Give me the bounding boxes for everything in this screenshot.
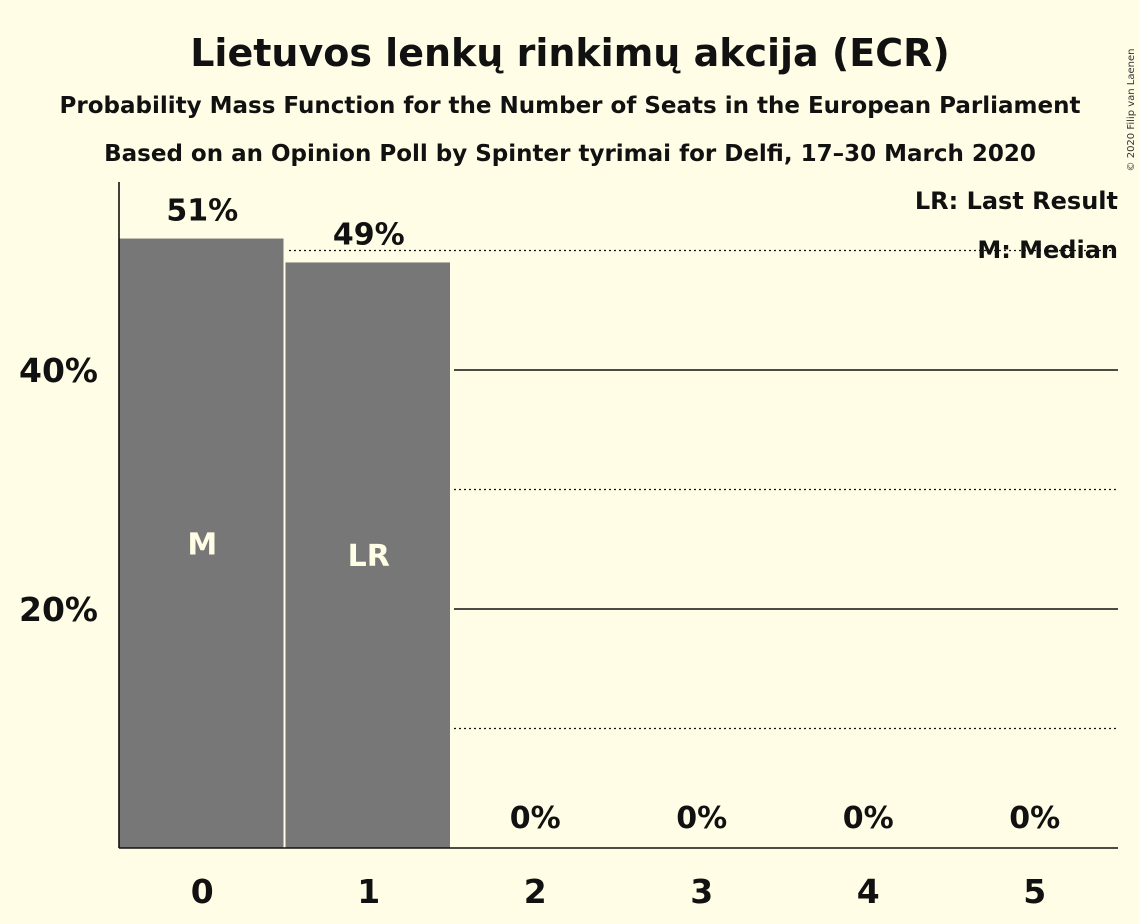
bar-marker-M: M xyxy=(187,527,217,562)
value-label-0: 51% xyxy=(166,194,238,229)
value-label-2: 0% xyxy=(510,801,561,836)
chart-source-line: Based on an Opinion Poll by Spinter tyri… xyxy=(104,141,1036,167)
copyright-notice: © 2020 Filip van Laenen xyxy=(1126,49,1137,172)
value-label-5: 0% xyxy=(1009,801,1060,836)
x-tick-label: 5 xyxy=(1023,872,1046,911)
value-label-1: 49% xyxy=(333,217,405,252)
x-tick-label: 3 xyxy=(690,872,713,911)
legend-last-result: LR: Last Result xyxy=(915,187,1118,215)
y-tick-label: 40% xyxy=(19,351,98,390)
y-tick-label: 20% xyxy=(19,590,98,629)
axes: 20% 40% 0 1 2 3 4 5 xyxy=(19,182,1118,911)
chart-subtitle: Probability Mass Function for the Number… xyxy=(60,93,1081,119)
bar-marker-LR: LR xyxy=(348,539,390,574)
x-tick-label: 2 xyxy=(524,872,547,911)
x-tick-label: 1 xyxy=(357,872,380,911)
value-label-3: 0% xyxy=(676,801,727,836)
value-labels: 51% M 49% LR 0% 0% 0% 0% xyxy=(166,194,1060,836)
bar-1 xyxy=(285,262,450,848)
legend-median: M: Median xyxy=(977,236,1118,264)
value-label-4: 0% xyxy=(843,801,894,836)
x-tick-label: 4 xyxy=(857,872,880,911)
bars xyxy=(119,237,454,849)
x-tick-label: 0 xyxy=(191,872,214,911)
bar-0 xyxy=(119,238,284,849)
chart-title: Lietuvos lenkų rinkimų akcija (ECR) xyxy=(190,31,950,75)
legend: LR: Last Result M: Median xyxy=(915,187,1118,264)
